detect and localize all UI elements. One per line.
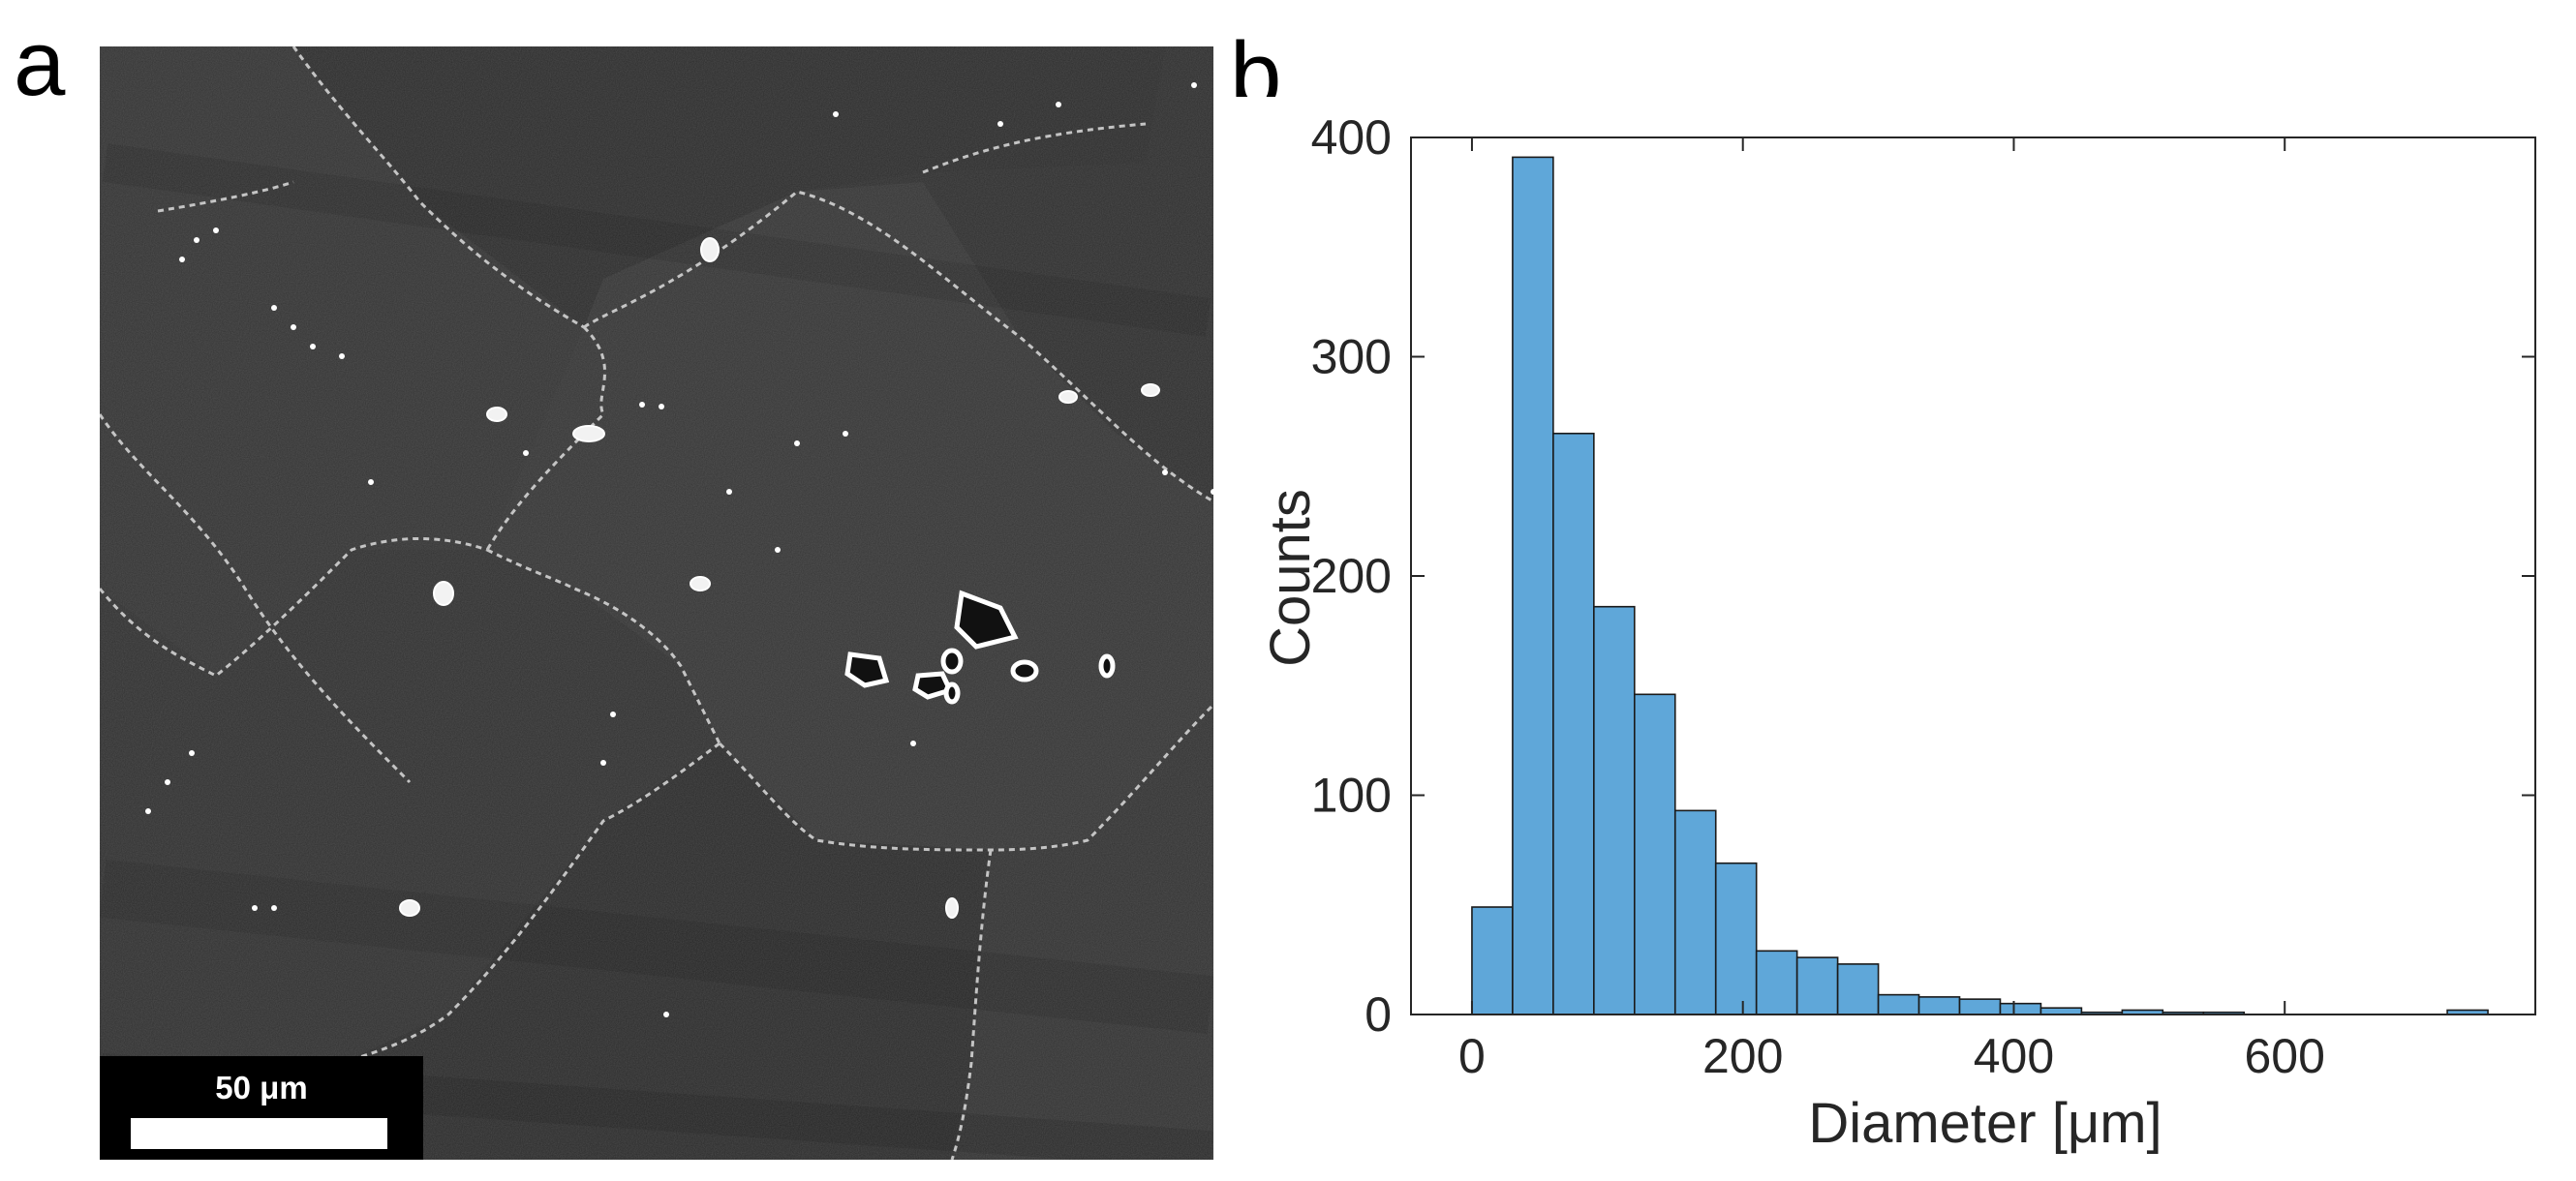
histogram-bars <box>1471 156 2489 1015</box>
y-axis-ticks: 0 100 200 300 400 <box>1311 110 2535 1042</box>
histogram-bar <box>2039 1007 2083 1015</box>
histogram-bar <box>1999 1002 2042 1015</box>
sem-micrograph: 50 μm <box>100 46 1213 1160</box>
histogram-bar <box>1714 862 1758 1015</box>
micrograph-image <box>100 46 1213 1160</box>
histogram-bar <box>1673 809 1717 1015</box>
scale-bar-line <box>131 1118 387 1149</box>
y-tick-label: 300 <box>1311 330 1392 384</box>
diameter-histogram: 0 200 400 600 0 100 200 300 400 Diameter [μm] C… <box>1220 97 2576 1181</box>
scale-bar: 50 μm <box>100 1056 423 1160</box>
histogram-bar <box>1877 993 1920 1015</box>
panel-label-a: a <box>14 12 66 115</box>
histogram-bar <box>1917 996 1961 1015</box>
x-axis-ticks: 0 200 400 600 <box>1458 137 2325 1083</box>
x-tick-label: 600 <box>2245 1029 2325 1083</box>
histogram-bar <box>1471 906 1514 1015</box>
histogram-bar <box>1795 956 1839 1015</box>
histogram-bar <box>1512 156 1554 1015</box>
histogram-bar <box>1836 963 1880 1015</box>
histogram-bar <box>1634 693 1676 1015</box>
y-tick-label: 200 <box>1311 549 1392 603</box>
histogram-bar <box>1958 998 2002 1015</box>
x-tick-label: 0 <box>1458 1029 1486 1083</box>
histogram-bar <box>1552 432 1595 1015</box>
histogram-bar <box>1593 605 1636 1015</box>
y-axis-label: Counts <box>1259 489 1322 667</box>
scale-bar-label: 50 μm <box>215 1070 308 1105</box>
y-tick-label: 400 <box>1311 110 1392 165</box>
histogram-bar <box>1755 950 1798 1015</box>
x-axis-label: Diameter [μm] <box>1808 1092 2162 1155</box>
x-tick-label: 200 <box>1702 1029 1783 1083</box>
y-tick-label: 100 <box>1311 769 1392 823</box>
x-tick-label: 400 <box>1974 1029 2054 1083</box>
y-tick-label: 0 <box>1365 987 1392 1042</box>
